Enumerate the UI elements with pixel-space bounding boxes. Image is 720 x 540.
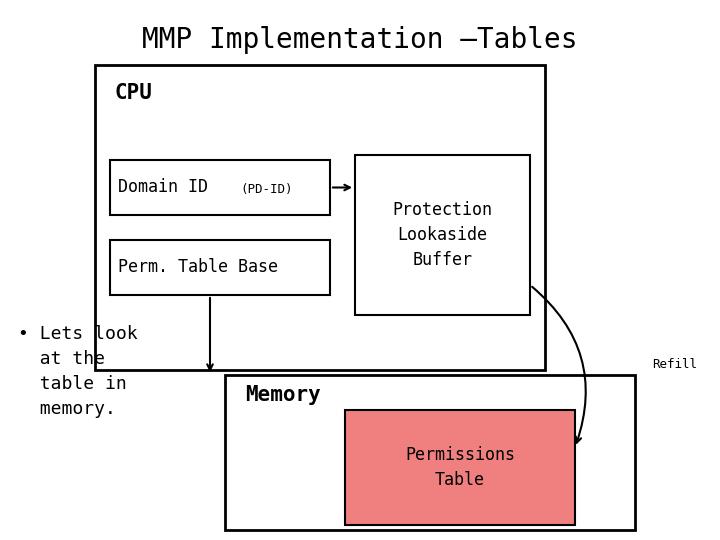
Text: MMP Implementation —Tables: MMP Implementation —Tables: [143, 26, 577, 54]
Text: (PD-ID): (PD-ID): [240, 183, 292, 196]
Text: Memory: Memory: [245, 385, 320, 405]
Text: Perm. Table Base: Perm. Table Base: [118, 259, 278, 276]
Bar: [355, 155, 530, 315]
Text: Domain ID: Domain ID: [118, 179, 218, 197]
Text: • Lets look
  at the
  table in
  memory.: • Lets look at the table in memory.: [18, 325, 138, 418]
Bar: [345, 410, 575, 525]
Text: CPU: CPU: [115, 83, 153, 103]
Bar: [110, 160, 330, 215]
Text: Permissions
Table: Permissions Table: [405, 446, 515, 489]
Text: Protection
Lookaside
Buffer: Protection Lookaside Buffer: [392, 201, 492, 269]
Bar: [95, 65, 545, 370]
Bar: [110, 240, 330, 295]
Bar: [225, 375, 635, 530]
Text: Refill: Refill: [652, 359, 697, 372]
